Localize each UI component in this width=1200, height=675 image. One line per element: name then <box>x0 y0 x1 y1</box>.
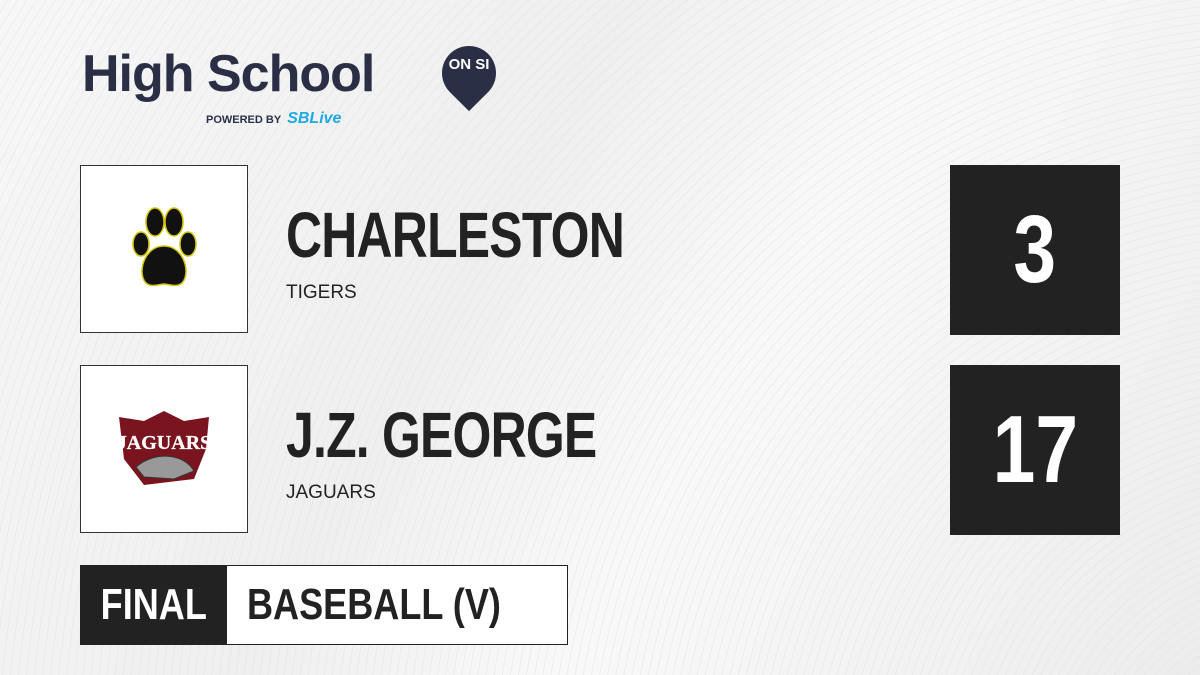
paw-print-icon <box>132 207 197 287</box>
team-score: 17 <box>950 365 1120 535</box>
sblive-logo: SBLive <box>287 110 342 127</box>
jaguar-logo-icon: JAGUARS <box>117 411 211 485</box>
logo-title: High School <box>82 45 375 103</box>
final-badge: FINAL <box>81 566 227 644</box>
high-school-on-si-logo: High School ON SI POWERED BY SBLive <box>82 34 508 127</box>
team-name: J.Z. GEORGE <box>286 399 597 471</box>
team-name: CHARLESTON <box>286 199 625 271</box>
team-mascot: JAGUARS <box>286 482 376 503</box>
powered-by: POWERED BY SBLive <box>206 110 342 127</box>
game-status-bar: FINAL BASEBALL (V) <box>80 565 568 645</box>
team-mascot: TIGERS <box>286 282 357 303</box>
team-logo-charleston <box>80 165 248 333</box>
team-score: 3 <box>950 165 1120 335</box>
team-logo-jz-george: JAGUARS <box>80 365 248 533</box>
on-si-pin-icon: ON SI <box>430 34 508 112</box>
svg-text:JAGUARS: JAGUARS <box>117 432 211 454</box>
sport-label: BASEBALL (V) <box>247 580 501 629</box>
